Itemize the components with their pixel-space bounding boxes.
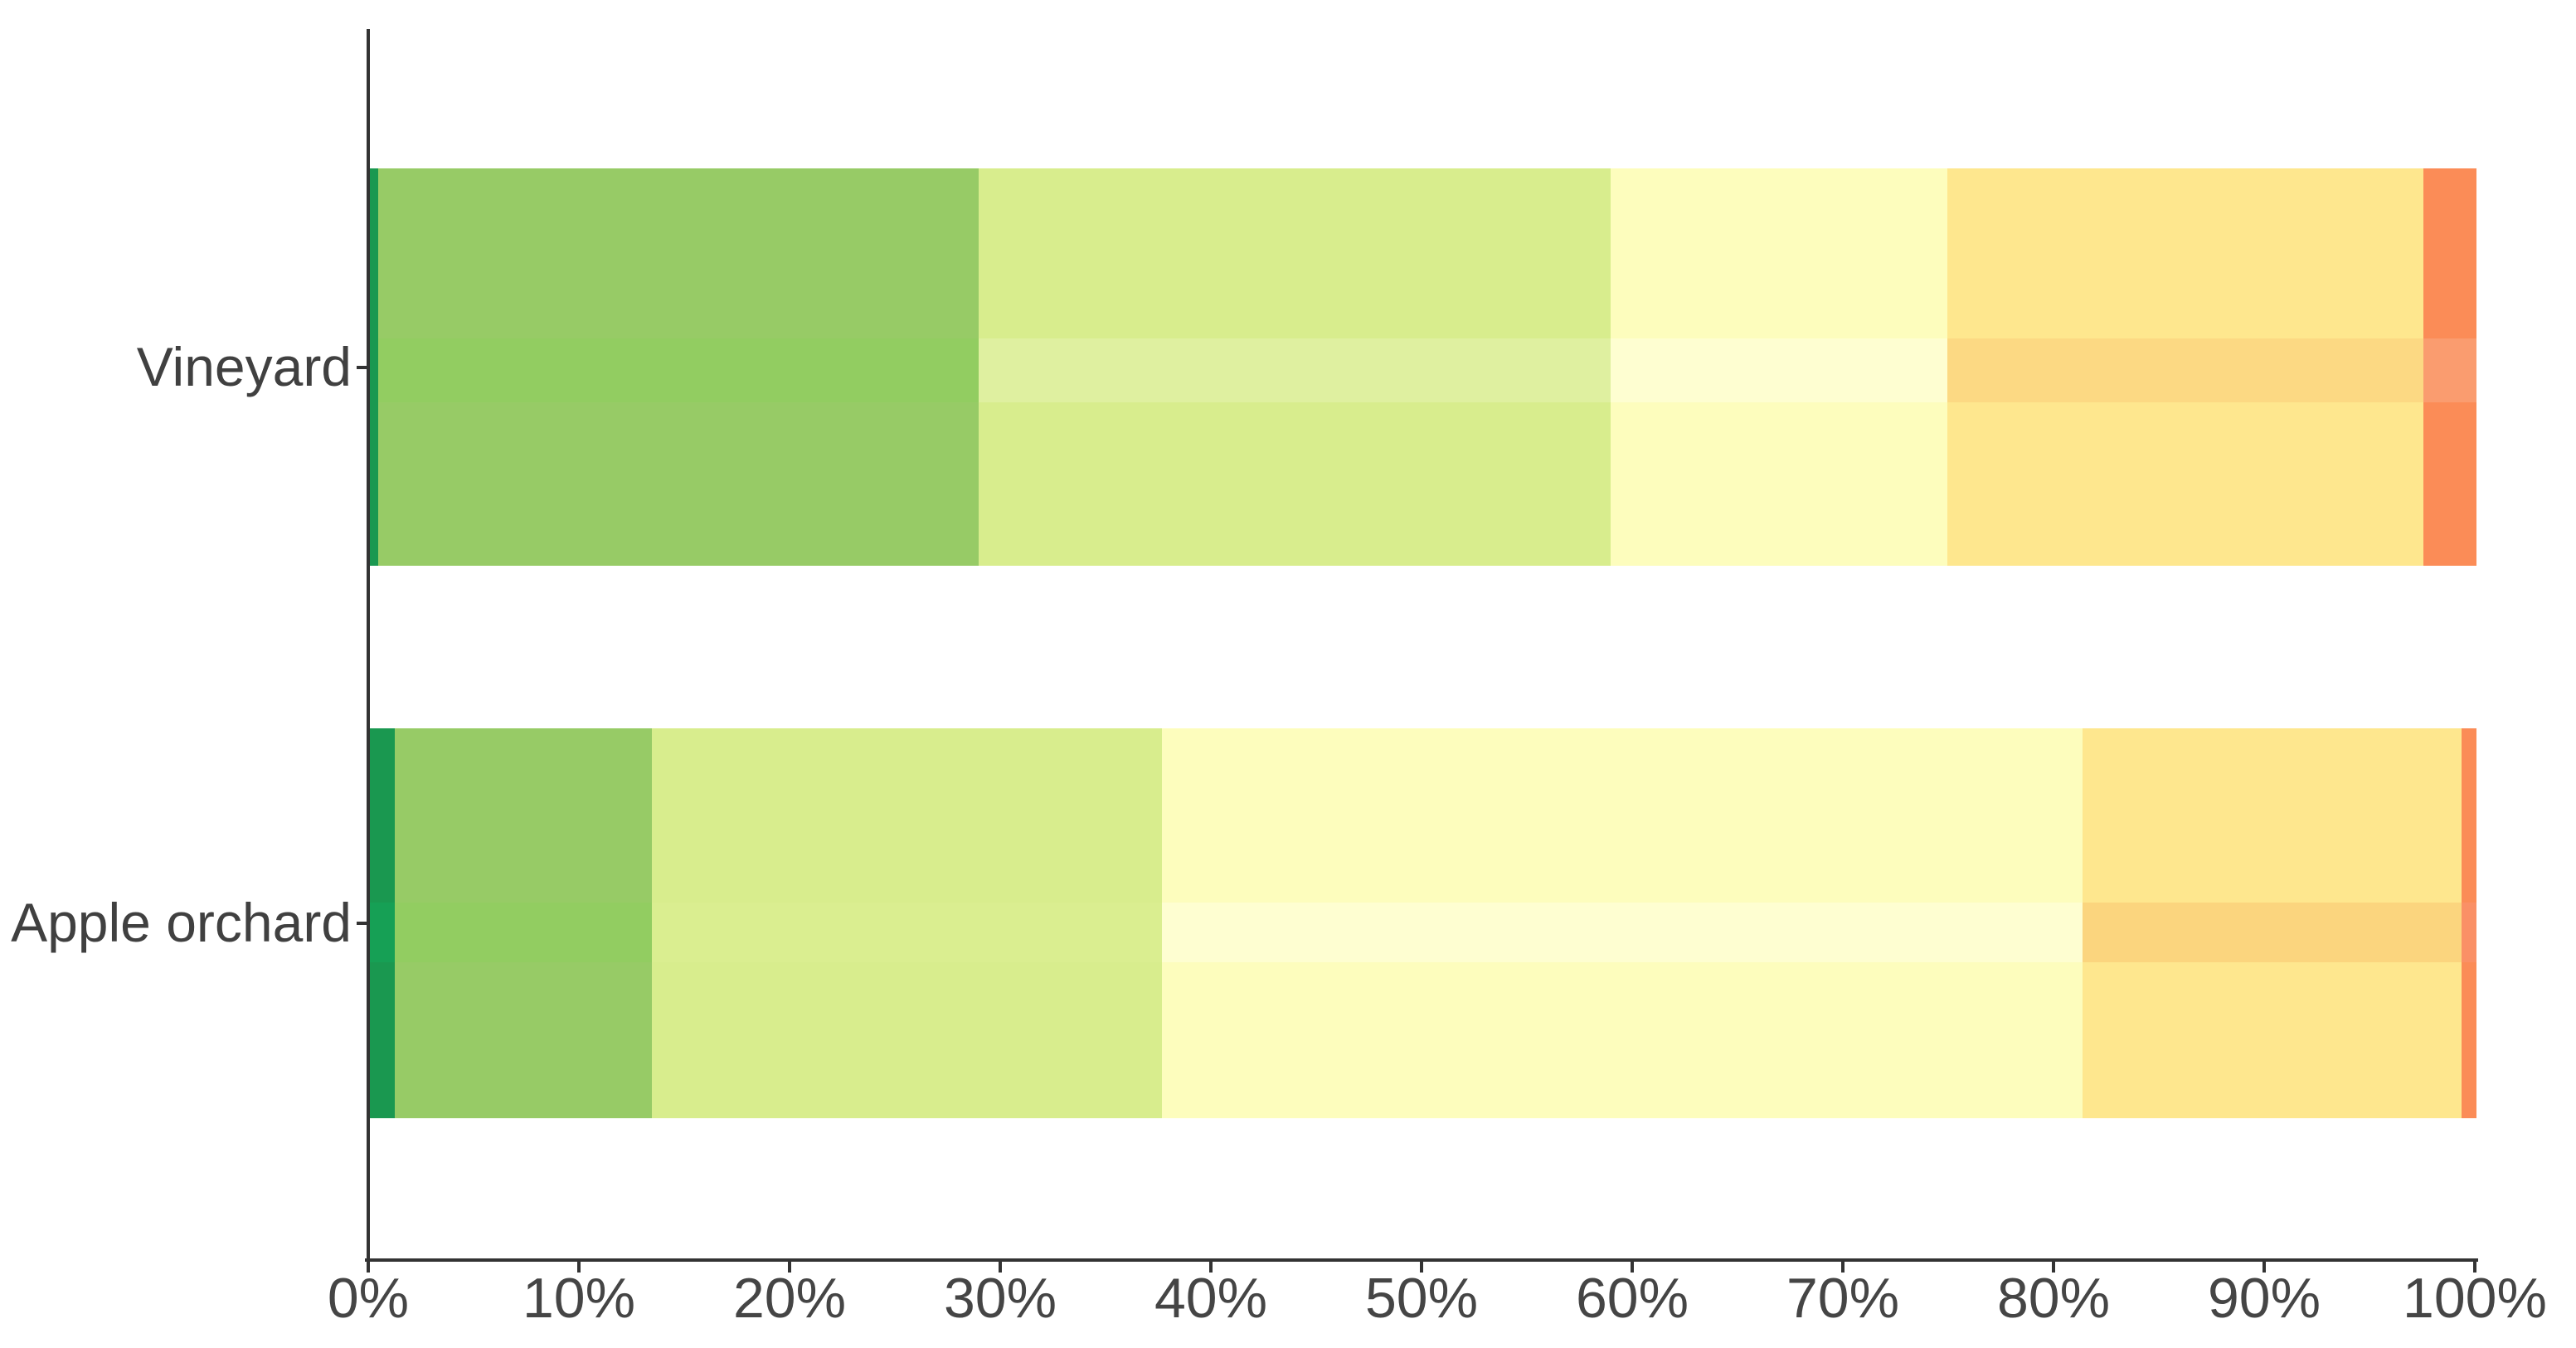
x-axis-tick-label-20pct: 20% (732, 1267, 847, 1330)
y-axis-line (367, 29, 370, 1262)
x-axis-tick-label-10pct: 10% (522, 1267, 636, 1330)
band-segment-light-green-vineyard (979, 338, 1611, 402)
band-segment-yellow-apple-orchard (2082, 903, 2462, 962)
band-segment-pale-yellow-vineyard (1611, 338, 1948, 402)
x-axis-tick-80pct (2052, 1262, 2055, 1273)
x-axis-tick-40pct (1209, 1262, 1213, 1273)
bar-middle-band-apple-orchard (370, 903, 2476, 962)
x-axis-tick-60pct (1631, 1262, 1634, 1273)
y-axis-tick-vineyard (357, 365, 368, 369)
x-axis-tick-label-30pct: 30% (943, 1267, 1057, 1330)
category-label-apple-orchard: Apple orchard (11, 892, 352, 953)
x-axis-tick-label-80pct: 80% (1996, 1267, 2111, 1330)
band-segment-green-apple-orchard (395, 903, 653, 962)
band-segment-dark-green-apple-orchard (370, 903, 396, 962)
y-axis-tick-apple-orchard (357, 922, 368, 925)
x-axis-line (365, 1258, 2478, 1262)
bar-apple-orchard (370, 728, 2476, 1118)
band-segment-dark-green-vineyard (370, 338, 379, 402)
x-axis-tick-label-90pct: 90% (2207, 1267, 2321, 1330)
x-axis-tick-30pct (999, 1262, 1002, 1273)
x-axis-tick-70pct (1841, 1262, 1845, 1273)
band-segment-light-green-apple-orchard (652, 903, 1163, 962)
band-segment-orange-vineyard (2423, 338, 2476, 402)
x-axis-tick-label-50pct: 50% (1364, 1267, 1479, 1330)
band-segment-yellow-vineyard (1947, 338, 2424, 402)
x-axis-tick-label-100pct: 100% (2403, 1267, 2547, 1330)
x-axis-tick-label-60pct: 60% (1575, 1267, 1689, 1330)
x-axis-tick-100pct (2473, 1262, 2476, 1273)
x-axis-tick-label-40pct: 40% (1154, 1267, 1268, 1330)
x-axis-tick-90pct (2263, 1262, 2266, 1273)
x-axis-tick-50pct (1420, 1262, 1423, 1273)
x-axis-tick-10pct (577, 1262, 581, 1273)
bar-middle-band-vineyard (370, 338, 2476, 402)
band-segment-orange-apple-orchard (2462, 903, 2476, 962)
category-label-vineyard: Vineyard (136, 335, 352, 397)
x-axis-tick-0pct (367, 1262, 370, 1273)
x-axis-tick-label-0pct: 0% (327, 1267, 410, 1330)
band-segment-pale-yellow-apple-orchard (1162, 903, 2083, 962)
bar-vineyard (370, 168, 2476, 566)
x-axis-tick-20pct (788, 1262, 791, 1273)
x-axis-tick-label-70pct: 70% (1786, 1267, 1900, 1330)
band-segment-green-vineyard (378, 338, 979, 402)
